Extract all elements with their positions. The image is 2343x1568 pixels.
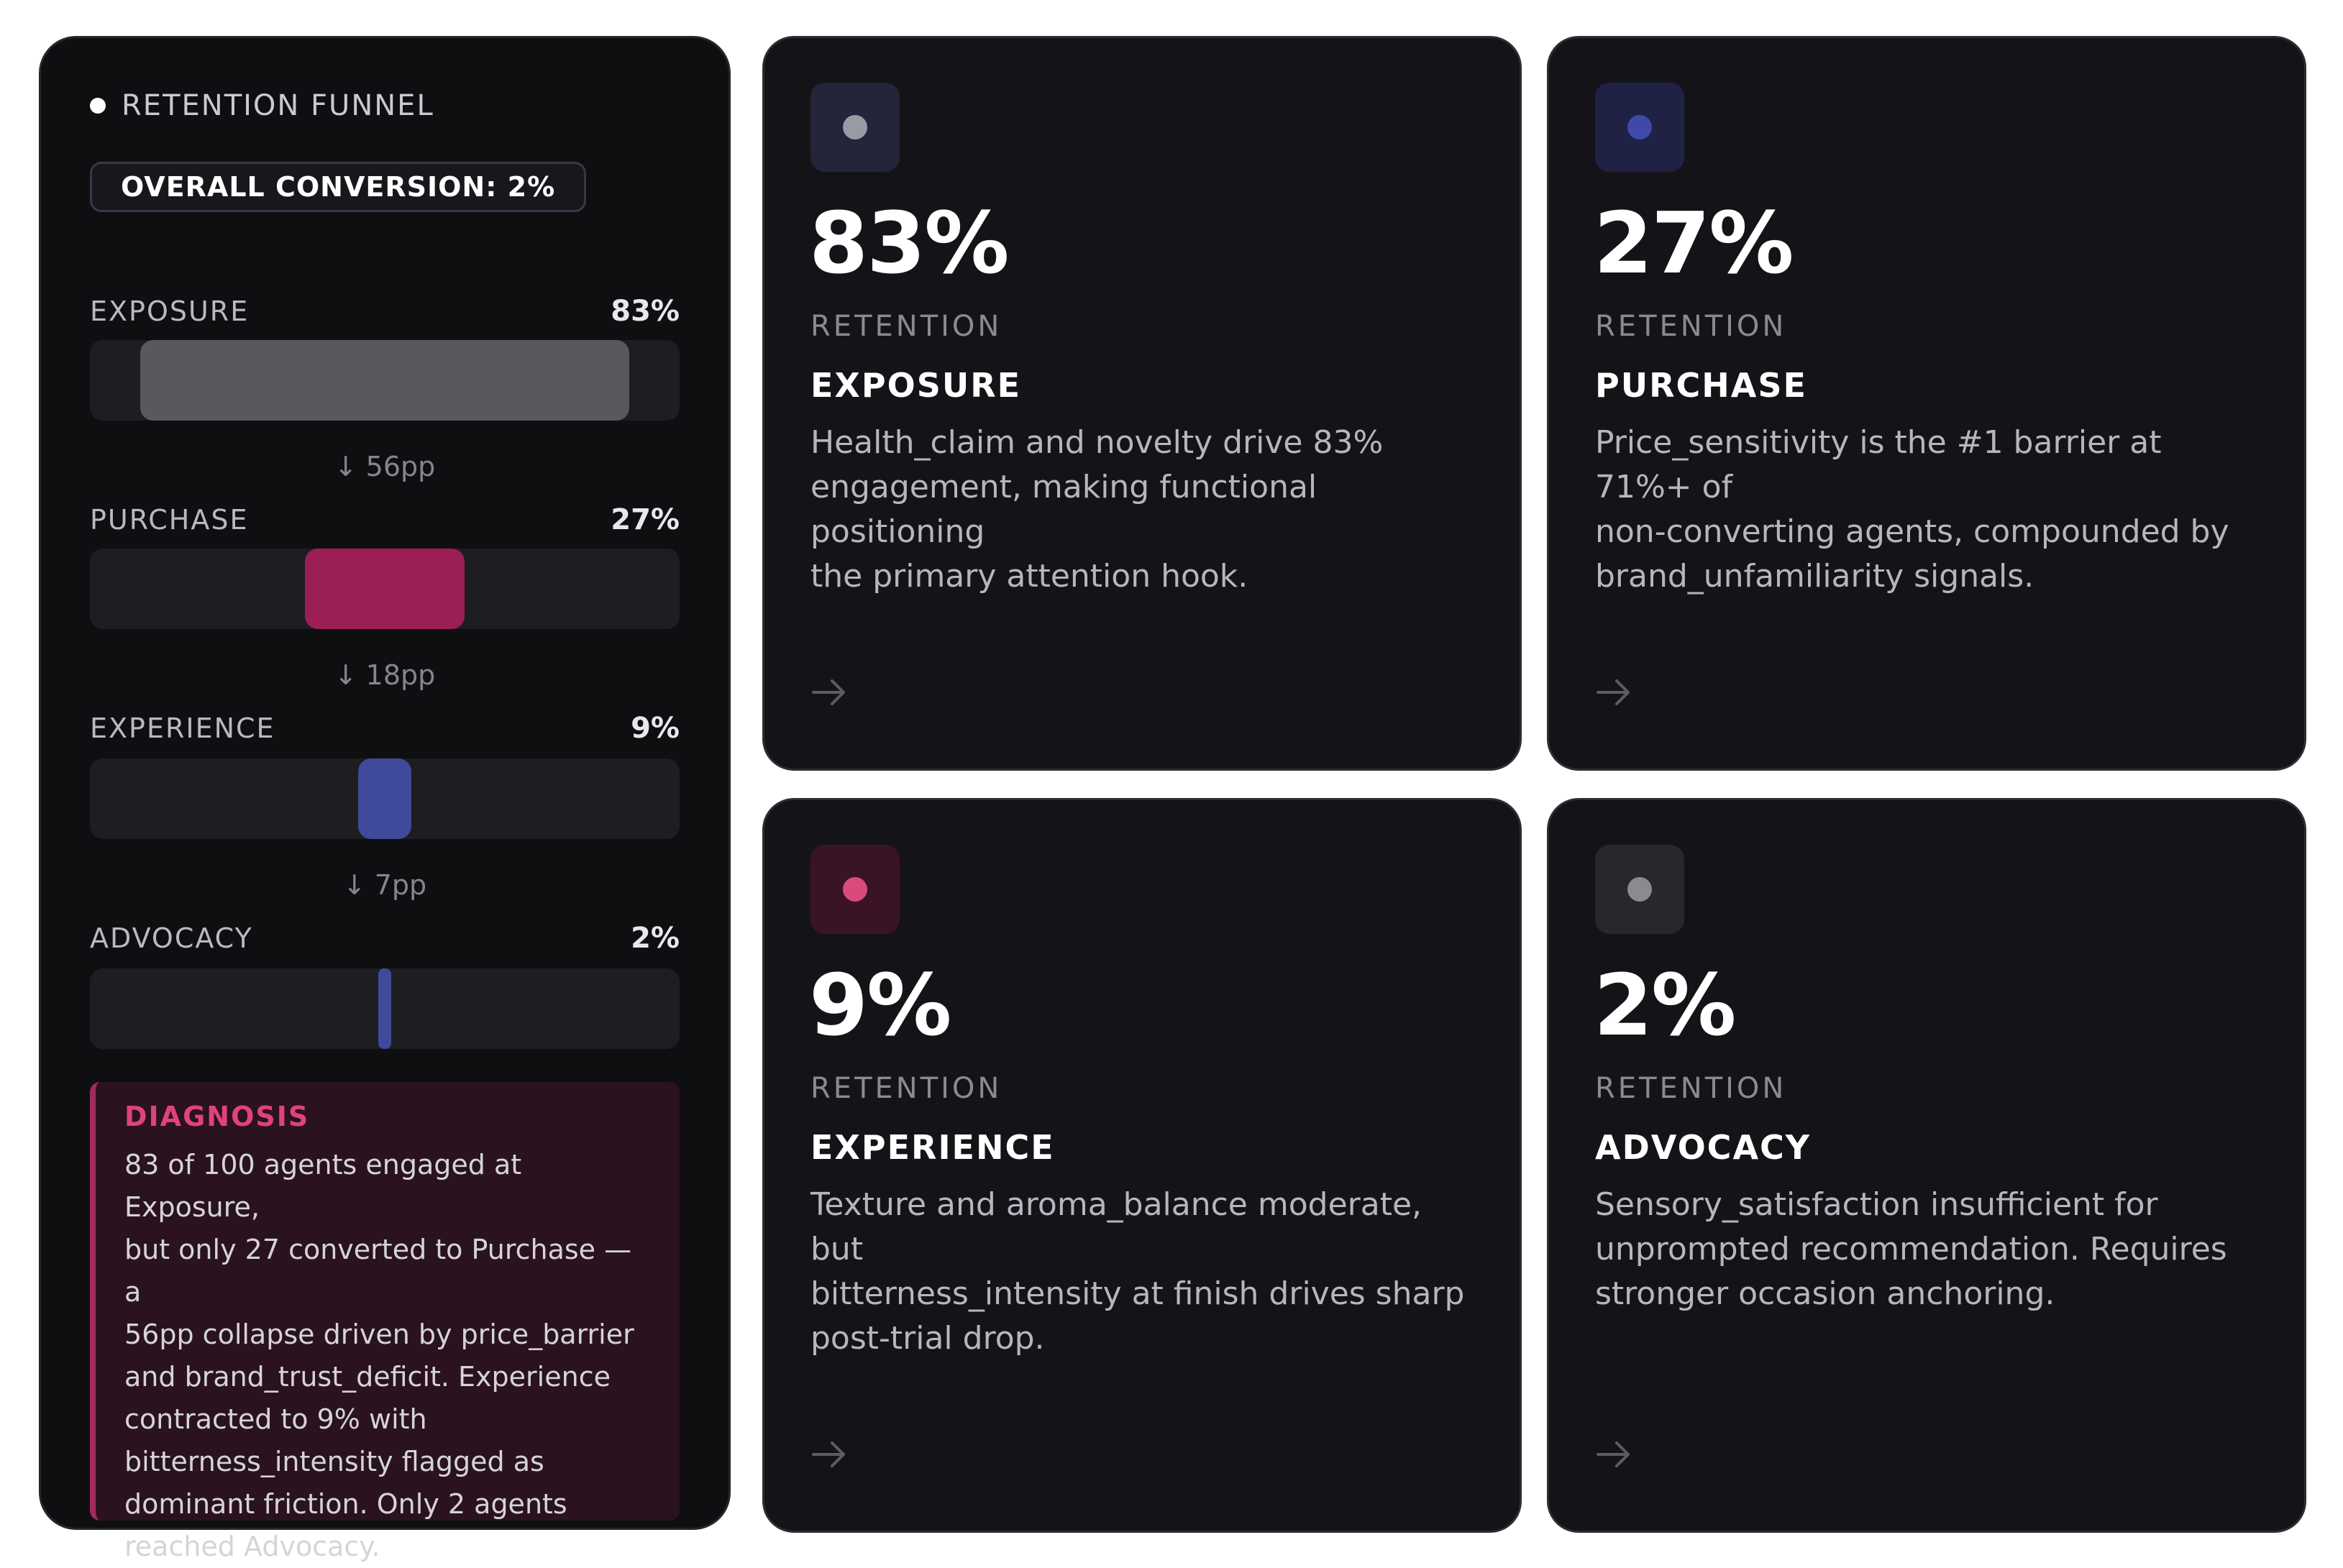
- card-retention-label: RETENTION: [1595, 310, 1787, 343]
- card-description-line: bitterness_intensity at finish drives sh…: [810, 1275, 1465, 1312]
- card-title: EXPERIENCE: [810, 1128, 1055, 1167]
- card-description: Health_claim and novelty drive 83% engag…: [810, 421, 1479, 599]
- diagnosis-line: dominant friction. Only 2 agents: [124, 1488, 567, 1520]
- card-description-line: the primary attention hook.: [810, 558, 1248, 595]
- stage-label-exposure: EXPOSURE: [90, 295, 250, 327]
- overall-conversion-badge: OVERALL CONVERSION: 2%: [90, 162, 587, 212]
- funnel-title: RETENTION FUNNEL: [122, 89, 434, 122]
- stage-card-advocacy[interactable]: 2% RETENTION ADVOCACY Sensory_satisfacti…: [1547, 798, 2306, 1533]
- card-description-line: engagement, making functional positionin…: [810, 469, 1317, 550]
- status-dot-icon: [1627, 115, 1652, 139]
- drop-purchase-experience: ↓ 18pp: [334, 659, 436, 691]
- stage-card-experience[interactable]: 9% RETENTION EXPERIENCE Texture and arom…: [762, 798, 1522, 1533]
- card-description: Price_sensitivity is the #1 barrier at 7…: [1595, 421, 2264, 599]
- arrow-right-icon[interactable]: [808, 671, 851, 714]
- retention-funnel-panel: RETENTION FUNNEL OVERALL CONVERSION: 2% …: [39, 36, 731, 1562]
- stage-pct-exposure: 83%: [611, 295, 680, 328]
- stage-card-exposure[interactable]: 83% RETENTION EXPOSURE Health_claim and …: [762, 36, 1522, 771]
- card-description-line: Sensory_satisfaction insufficient for: [1595, 1186, 2158, 1223]
- card-description: Texture and aroma_balance moderate, but …: [810, 1183, 1479, 1361]
- stage-pct-purchase: 27%: [611, 503, 680, 536]
- card-retention-label: RETENTION: [810, 1072, 1002, 1105]
- card-retention-label: RETENTION: [1595, 1072, 1787, 1105]
- card-title: EXPOSURE: [810, 366, 1022, 405]
- card-description-line: Health_claim and novelty drive 83%: [810, 424, 1384, 461]
- card-description-line: brand_unfamiliarity signals.: [1595, 558, 2034, 595]
- stage-fill-purchase: [305, 549, 465, 629]
- stage-label-advocacy: ADVOCACY: [90, 922, 253, 954]
- diagnosis-line: 83 of 100 agents engaged at Exposure,: [124, 1149, 522, 1223]
- stage-pct-advocacy: 2%: [631, 922, 680, 955]
- card-icon-box: [1595, 83, 1684, 172]
- stage-bar-purchase: [90, 549, 680, 629]
- stage-fill-experience: [358, 758, 411, 839]
- status-dot-icon: [843, 115, 867, 139]
- diagnosis-line: reached Advocacy.: [124, 1531, 380, 1562]
- card-title: PURCHASE: [1595, 366, 1807, 405]
- card-icon-box: [810, 83, 900, 172]
- diagnosis-box: DIAGNOSIS 83 of 100 agents engaged at Ex…: [90, 1082, 680, 1562]
- status-dot-icon: [1627, 877, 1652, 902]
- arrow-right-icon[interactable]: [1592, 1433, 1635, 1476]
- card-title: ADVOCACY: [1595, 1128, 1812, 1167]
- card-icon-box: [810, 845, 900, 934]
- arrow-right-icon[interactable]: [808, 1433, 851, 1476]
- drop-experience-advocacy: ↓ 7pp: [342, 869, 427, 901]
- card-description-line: non-converting agents, compounded by: [1595, 513, 2229, 550]
- card-retention-value: 83%: [809, 193, 1009, 293]
- diagnosis-line: but only 27 converted to Purchase — a: [124, 1234, 632, 1308]
- card-description-line: Price_sensitivity is the #1 barrier at 7…: [1595, 424, 2162, 505]
- card-description-line: stronger occasion anchoring.: [1595, 1275, 2055, 1312]
- arrow-right-icon[interactable]: [1592, 671, 1635, 714]
- card-description-line: Texture and aroma_balance moderate, but: [810, 1186, 1422, 1267]
- stage-card-purchase[interactable]: 27% RETENTION PURCHASE Price_sensitivity…: [1547, 36, 2306, 771]
- card-icon-box: [1595, 845, 1684, 934]
- card-retention-label: RETENTION: [810, 310, 1002, 343]
- stage-bar-exposure: [90, 340, 680, 421]
- stage-label-purchase: PURCHASE: [90, 504, 249, 536]
- stage-label-experience: EXPERIENCE: [90, 712, 275, 744]
- card-description-line: post-trial drop.: [810, 1320, 1045, 1357]
- card-description-line: unprompted recommendation. Requires: [1595, 1231, 2227, 1267]
- drop-exposure-purchase: ↓ 56pp: [334, 451, 436, 482]
- card-retention-value: 9%: [809, 955, 951, 1055]
- diagnosis-line: and brand_trust_deficit. Experience: [124, 1361, 611, 1393]
- stage-bar-advocacy: [90, 968, 680, 1049]
- card-retention-value: 2%: [1594, 955, 1736, 1055]
- status-dot-icon: [843, 877, 867, 902]
- diagnosis-line: contracted to 9% with: [124, 1403, 427, 1435]
- stage-bar-experience: [90, 758, 680, 839]
- diagnosis-line: bitterness_intensity flagged as: [124, 1446, 544, 1477]
- bullet-dot-icon: [90, 98, 106, 114]
- card-description: Sensory_satisfaction insufficient for un…: [1595, 1183, 2264, 1316]
- stage-fill-advocacy: [378, 968, 391, 1049]
- diagnosis-title: DIAGNOSIS: [124, 1101, 310, 1132]
- card-retention-value: 27%: [1594, 193, 1794, 293]
- stage-pct-experience: 9%: [631, 712, 680, 745]
- diagnosis-text: 83 of 100 agents engaged at Exposure, bu…: [124, 1144, 657, 1568]
- stage-fill-exposure: [140, 340, 630, 421]
- diagnosis-line: 56pp collapse driven by price_barrier: [124, 1319, 634, 1350]
- funnel-header: RETENTION FUNNEL: [90, 87, 434, 124]
